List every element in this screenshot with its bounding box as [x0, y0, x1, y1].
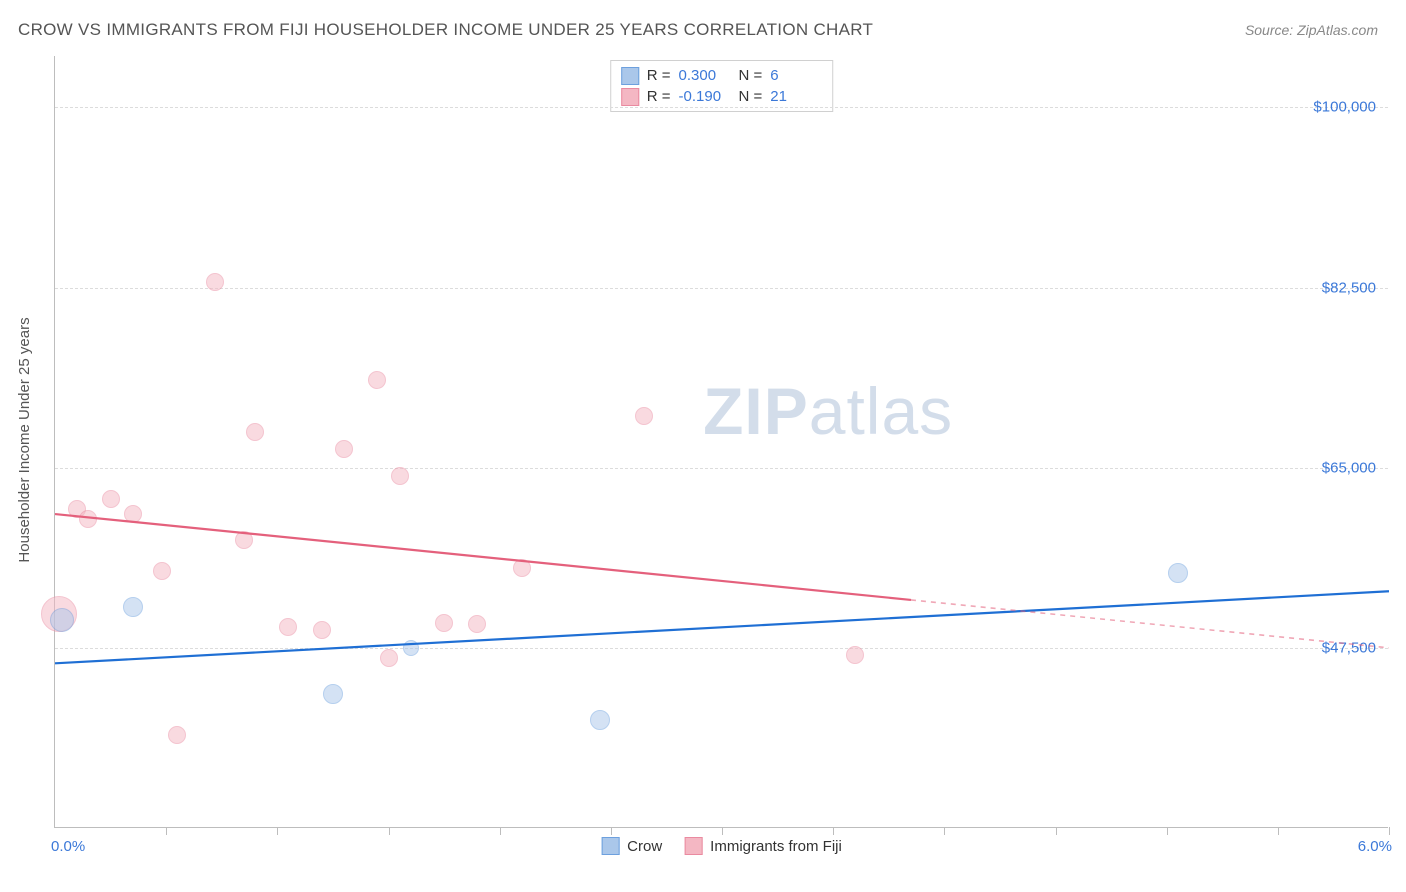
data-point — [124, 505, 142, 523]
ytick-label: $65,000 — [1322, 459, 1376, 476]
gridline — [55, 288, 1388, 289]
xtick — [166, 827, 167, 835]
ytick-label: $82,500 — [1322, 279, 1376, 296]
data-point — [590, 710, 610, 730]
data-point — [153, 562, 171, 580]
gridline — [55, 107, 1388, 108]
data-point — [50, 608, 74, 632]
data-point — [391, 467, 409, 485]
xtick — [611, 827, 612, 835]
xtick — [1389, 827, 1390, 835]
data-point — [313, 621, 331, 639]
yaxis-title: Householder Income Under 25 years — [16, 317, 33, 562]
data-point — [635, 407, 653, 425]
chart-source: Source: ZipAtlas.com — [1245, 22, 1378, 38]
xaxis-min-label: 0.0% — [51, 838, 85, 855]
data-point — [380, 649, 398, 667]
data-point — [246, 423, 264, 441]
xtick — [833, 827, 834, 835]
legend-swatch-crow — [621, 67, 639, 85]
xtick — [1056, 827, 1057, 835]
data-point — [168, 726, 186, 744]
gridline — [55, 648, 1388, 649]
data-point — [123, 597, 143, 617]
legend-row-crow: R = 0.300 N = 6 — [621, 65, 823, 86]
data-point — [435, 614, 453, 632]
data-point — [323, 684, 343, 704]
xtick — [389, 827, 390, 835]
legend-item-crow: Crow — [601, 837, 662, 855]
xtick — [722, 827, 723, 835]
xtick — [277, 827, 278, 835]
data-point — [846, 646, 864, 664]
data-point — [468, 615, 486, 633]
data-point — [403, 640, 419, 656]
data-point — [1168, 563, 1188, 583]
xaxis-max-label: 6.0% — [1358, 838, 1392, 855]
data-point — [279, 618, 297, 636]
xtick — [500, 827, 501, 835]
data-point — [102, 490, 120, 508]
series-legend: Crow Immigrants from Fiji — [601, 837, 842, 855]
chart-header: CROW VS IMMIGRANTS FROM FIJI HOUSEHOLDER… — [0, 0, 1406, 48]
ytick-label: $100,000 — [1313, 99, 1376, 116]
legend-swatch-crow-icon — [601, 837, 619, 855]
xtick — [1278, 827, 1279, 835]
data-point — [513, 559, 531, 577]
xtick — [944, 827, 945, 835]
legend-swatch-fiji-icon — [684, 837, 702, 855]
ytick-label: $47,500 — [1322, 639, 1376, 656]
data-point — [79, 510, 97, 528]
data-point — [206, 273, 224, 291]
legend-item-fiji: Immigrants from Fiji — [684, 837, 842, 855]
correlation-legend: R = 0.300 N = 6 R = -0.190 N = 21 — [610, 60, 834, 112]
data-point — [368, 371, 386, 389]
chart-title: CROW VS IMMIGRANTS FROM FIJI HOUSEHOLDER… — [18, 20, 873, 40]
trend-lines — [55, 56, 1389, 828]
legend-swatch-fiji — [621, 88, 639, 106]
xtick — [1167, 827, 1168, 835]
data-point — [235, 531, 253, 549]
watermark: ZIPatlas — [703, 373, 953, 449]
scatter-plot-area: ZIPatlas R = 0.300 N = 6 R = -0.190 N = … — [54, 56, 1388, 828]
legend-row-fiji: R = -0.190 N = 21 — [621, 86, 823, 107]
gridline — [55, 468, 1388, 469]
data-point — [335, 440, 353, 458]
